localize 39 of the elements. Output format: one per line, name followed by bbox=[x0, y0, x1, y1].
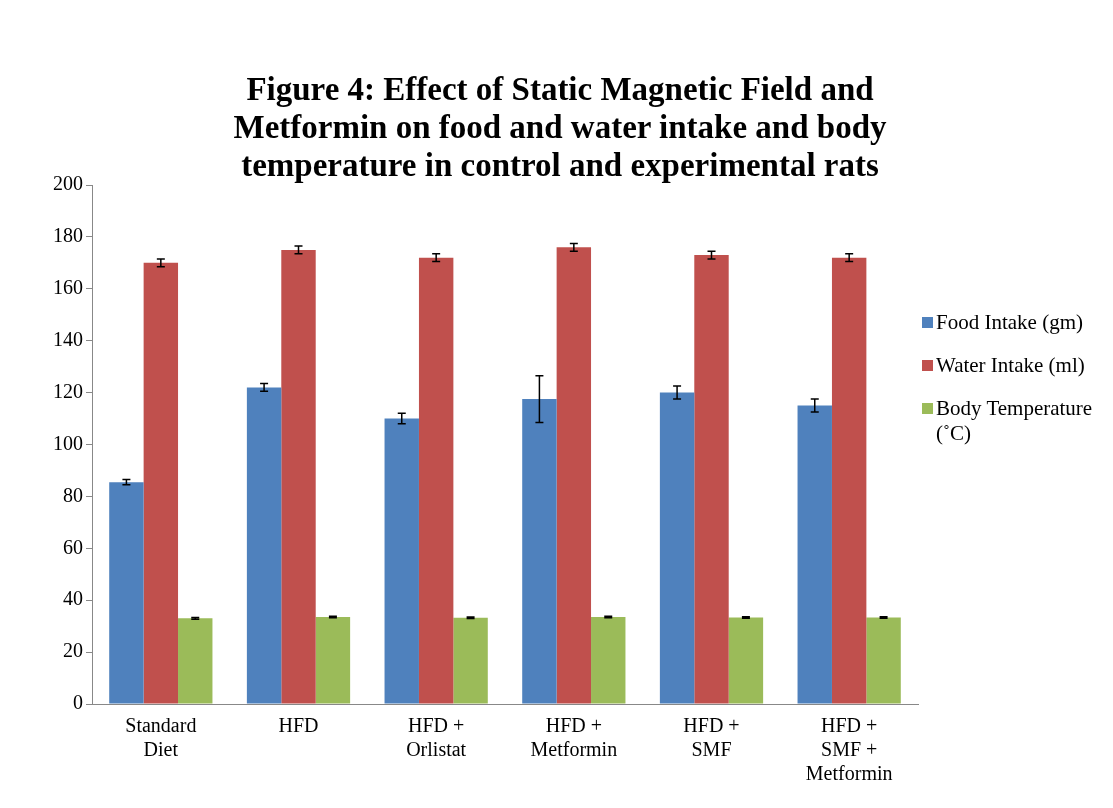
x-tick-label: HFD + SMF bbox=[683, 714, 740, 761]
x-tick-label: Standard Diet bbox=[125, 714, 197, 761]
bar bbox=[384, 418, 419, 704]
y-tick-label: 200 bbox=[53, 172, 83, 195]
y-tick-label: 80 bbox=[63, 483, 83, 506]
bar bbox=[556, 247, 592, 704]
bar bbox=[591, 617, 626, 704]
x-tick-label: HFD + SMF + Metformin bbox=[805, 714, 893, 785]
x-tick-label: HFD + Metformin bbox=[530, 714, 618, 761]
y-tick-label: 0 bbox=[73, 691, 83, 714]
x-tick-label: HFD + Orlistat bbox=[406, 714, 467, 761]
y-tick-label: 120 bbox=[53, 379, 83, 402]
y-tick-label: 20 bbox=[63, 639, 83, 662]
bar bbox=[728, 617, 764, 704]
legend-label: Water Intake (ml) bbox=[936, 353, 1085, 378]
bar bbox=[453, 617, 488, 704]
y-tick-label: 140 bbox=[53, 327, 83, 350]
chart-title: Figure 4: Effect of Static Magnetic Field and Metformin on food and water intake and body temperature in control and experimental rats bbox=[232, 70, 888, 184]
x-tick-label: HFD bbox=[278, 714, 319, 737]
bar bbox=[694, 255, 729, 704]
y-tick-label: 100 bbox=[53, 431, 83, 454]
bar bbox=[143, 262, 179, 704]
bar bbox=[418, 257, 454, 704]
y-tick-label: 180 bbox=[53, 224, 83, 247]
bar bbox=[522, 399, 557, 704]
y-tick-label: 40 bbox=[63, 587, 83, 610]
legend-label: Food Intake (gm) bbox=[936, 310, 1083, 335]
bar bbox=[178, 618, 213, 704]
bar bbox=[281, 249, 316, 704]
bar bbox=[246, 387, 282, 704]
bar bbox=[109, 482, 144, 704]
legend-label: Body Temperature (˚C) bbox=[936, 396, 1094, 446]
bar bbox=[659, 392, 695, 704]
bar bbox=[866, 617, 901, 704]
y-tick-label: 60 bbox=[63, 535, 83, 558]
y-tick-label: 160 bbox=[53, 276, 83, 299]
bar bbox=[797, 405, 832, 704]
bar bbox=[831, 257, 867, 704]
bar bbox=[315, 617, 351, 704]
